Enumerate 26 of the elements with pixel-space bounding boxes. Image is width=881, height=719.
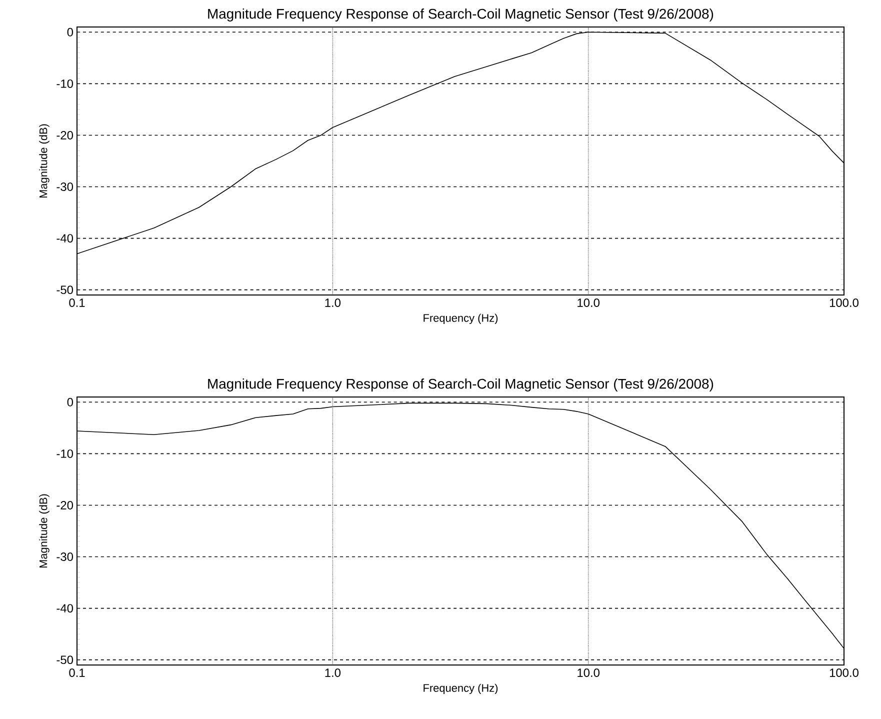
y-tick-label: -50	[56, 656, 74, 664]
y-tick-label: -10	[56, 449, 74, 458]
x-tick-label: 10.0	[578, 668, 600, 677]
y-tick-label: -30	[56, 182, 74, 191]
y-tick-label: -40	[56, 234, 74, 243]
x-tick-label: 1.0	[325, 298, 341, 307]
y-tick-label: 0	[67, 398, 74, 406]
y-tick-label: -20	[56, 500, 74, 510]
x-tick-label: 0.1	[69, 668, 85, 677]
x-tick-label: 1.0	[325, 668, 341, 677]
y-tick-label: -40	[56, 604, 74, 613]
chart-title: Magnitude Frequency Response of Search-Coil Magnetic Sensor (Test 9/26/2008)	[208, 8, 714, 22]
x-axis-title: Frequency (Hz)	[424, 684, 498, 694]
y-tick-label: -10	[56, 79, 74, 88]
y-axis-title: Magnitude (dB)	[39, 494, 50, 568]
x-tick-label: 10.0	[578, 298, 600, 307]
y-axis-title: Magnitude (dB)	[39, 124, 50, 198]
x-tick-label: 100.0	[830, 668, 858, 677]
x-tick-label: 0.1	[69, 298, 85, 307]
y-tick-label: -20	[56, 130, 74, 140]
x-axis-title: Frequency (Hz)	[424, 314, 498, 324]
y-tick-label: -30	[56, 552, 74, 561]
x-tick-label: 100.0	[830, 298, 858, 307]
chart-title: Magnitude Frequency Response of Search-Coil Magnetic Sensor (Test 9/26/2008)	[208, 378, 714, 392]
y-tick-label: 0	[67, 28, 74, 36]
y-tick-label: -50	[56, 286, 74, 294]
